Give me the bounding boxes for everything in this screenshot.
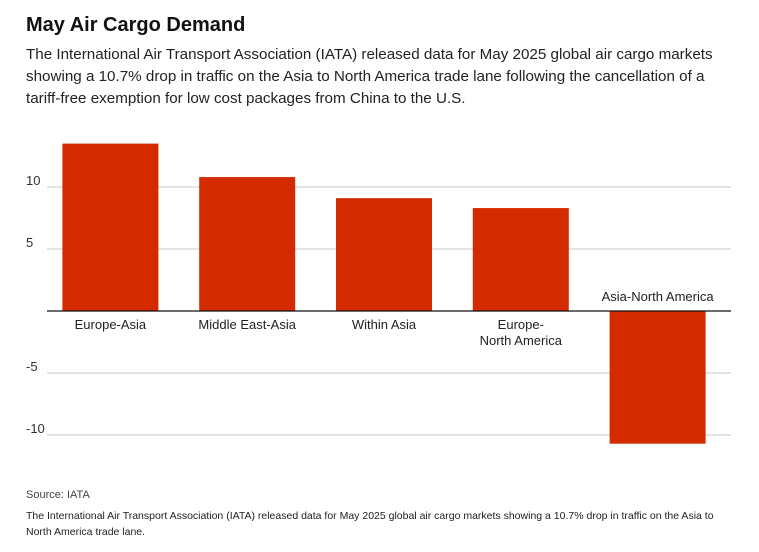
category-label: Within Asia <box>352 317 417 332</box>
chart-subtitle: The International Air Transport Associat… <box>26 46 713 107</box>
bar-chart: 10 5 -5 -10 Europe-Asia Middle East-Asia With… <box>26 143 731 444</box>
category-label: Europe-North America <box>480 317 563 348</box>
y-tick-label: 5 <box>26 235 33 250</box>
bar <box>199 177 296 311</box>
category-label: Europe-Asia <box>75 317 147 332</box>
caption-note: The International Air Transport Associat… <box>26 510 714 538</box>
chart-title: May Air Cargo Demand <box>26 14 246 36</box>
y-tick-label: -10 <box>26 421 45 436</box>
y-tick-label: -5 <box>26 359 38 374</box>
category-label: Middle East-Asia <box>198 317 296 332</box>
bar <box>336 198 432 311</box>
bar <box>609 311 706 444</box>
source-note: Source: IATA <box>26 489 90 501</box>
bar <box>62 143 159 311</box>
y-tick-label: 10 <box>26 173 40 188</box>
category-label: Asia-North America <box>602 289 715 304</box>
bar <box>472 208 569 311</box>
